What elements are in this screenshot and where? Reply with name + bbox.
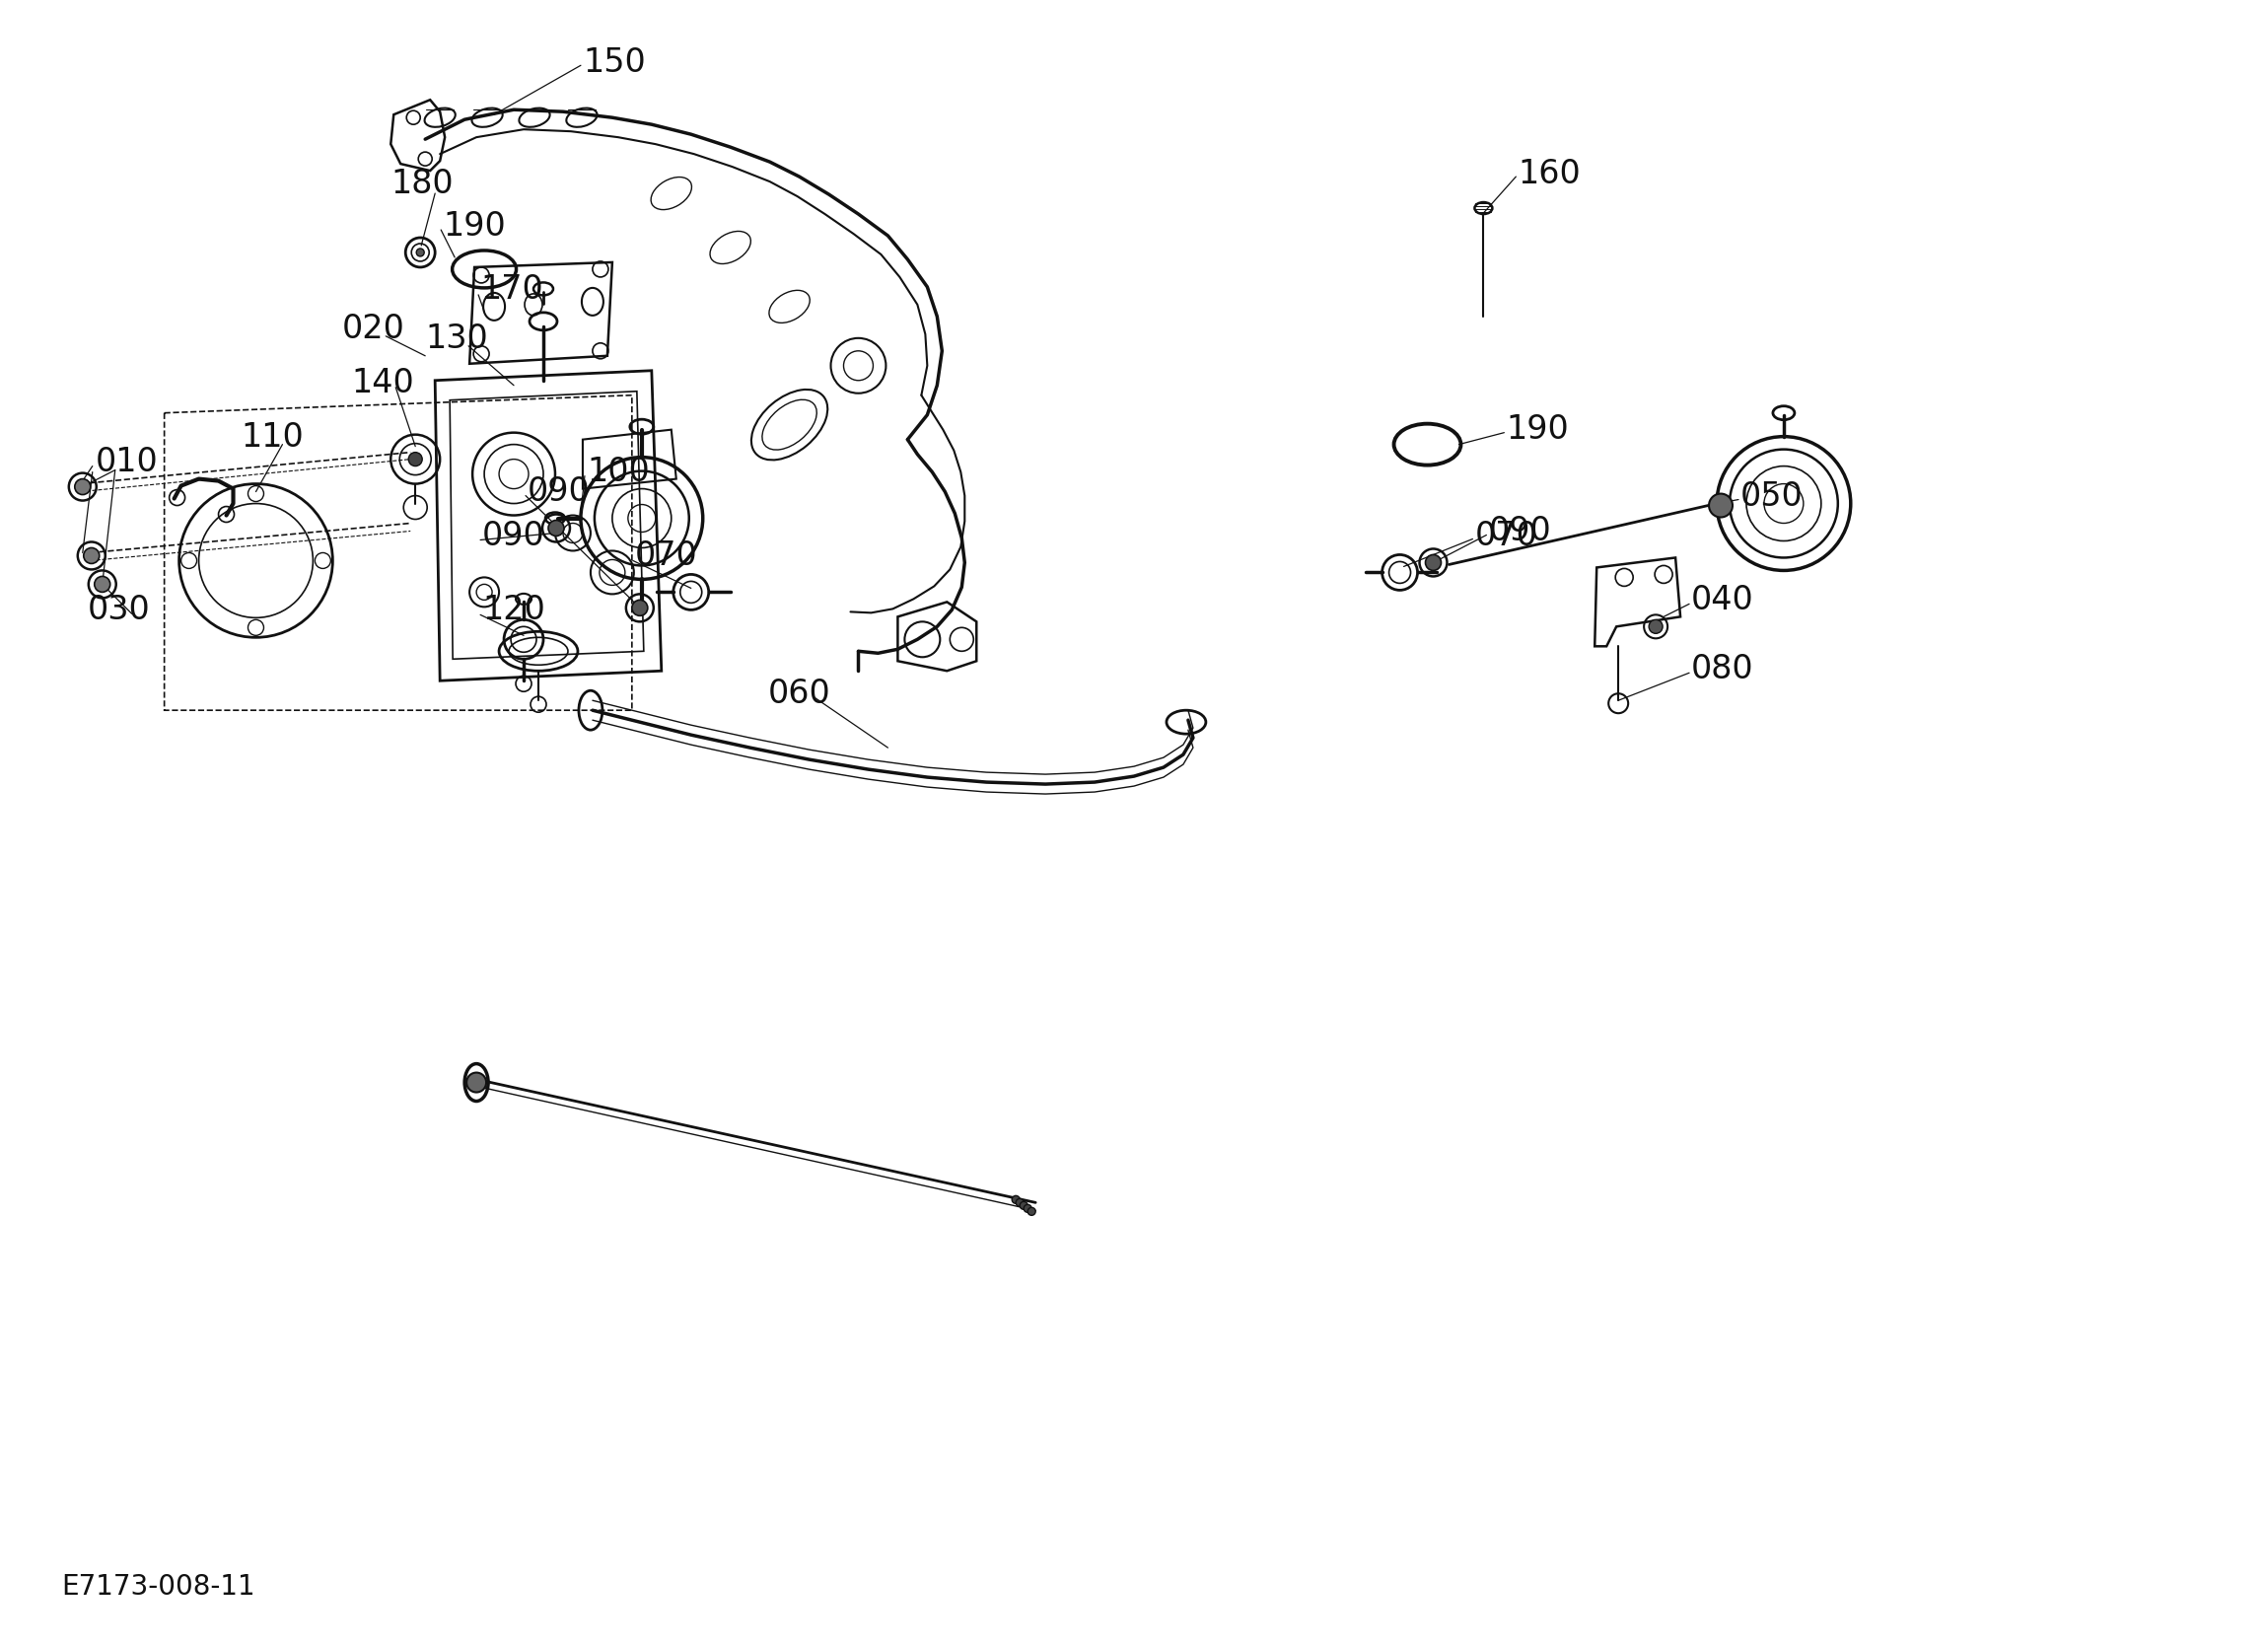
Text: 050: 050 (1740, 481, 1803, 512)
Circle shape (1649, 619, 1662, 634)
Circle shape (1012, 1196, 1021, 1204)
Circle shape (1708, 494, 1733, 517)
Text: 190: 190 (442, 209, 506, 242)
Circle shape (95, 576, 111, 593)
Text: 100: 100 (587, 456, 649, 488)
Circle shape (1016, 1199, 1023, 1207)
Circle shape (84, 548, 100, 563)
Text: 140: 140 (352, 367, 415, 400)
Text: 030: 030 (88, 593, 150, 626)
Text: 080: 080 (1692, 652, 1753, 685)
Text: 060: 060 (769, 677, 830, 710)
Text: 160: 160 (1517, 158, 1581, 189)
Text: 070: 070 (1474, 520, 1538, 552)
Text: E7173-008-11: E7173-008-11 (61, 1573, 254, 1601)
Text: 010: 010 (95, 446, 159, 478)
Circle shape (1023, 1204, 1032, 1212)
Text: 110: 110 (240, 422, 304, 455)
Text: 090: 090 (483, 520, 544, 552)
Circle shape (417, 249, 424, 257)
Circle shape (467, 1072, 485, 1092)
Text: 130: 130 (424, 323, 488, 356)
Text: 190: 190 (1506, 413, 1569, 446)
Text: 020: 020 (342, 313, 404, 346)
Text: 090: 090 (528, 476, 590, 507)
Text: 040: 040 (1692, 583, 1753, 616)
Circle shape (1424, 555, 1440, 570)
Circle shape (549, 520, 565, 535)
Text: 090: 090 (1488, 516, 1551, 547)
Text: 150: 150 (583, 46, 646, 79)
Circle shape (1021, 1202, 1027, 1209)
Circle shape (1027, 1207, 1036, 1215)
Circle shape (408, 453, 422, 466)
Text: 070: 070 (635, 540, 699, 572)
Text: 180: 180 (390, 168, 454, 199)
Text: 170: 170 (481, 273, 544, 306)
Circle shape (633, 600, 649, 616)
Circle shape (75, 479, 91, 494)
Text: 120: 120 (483, 593, 544, 626)
